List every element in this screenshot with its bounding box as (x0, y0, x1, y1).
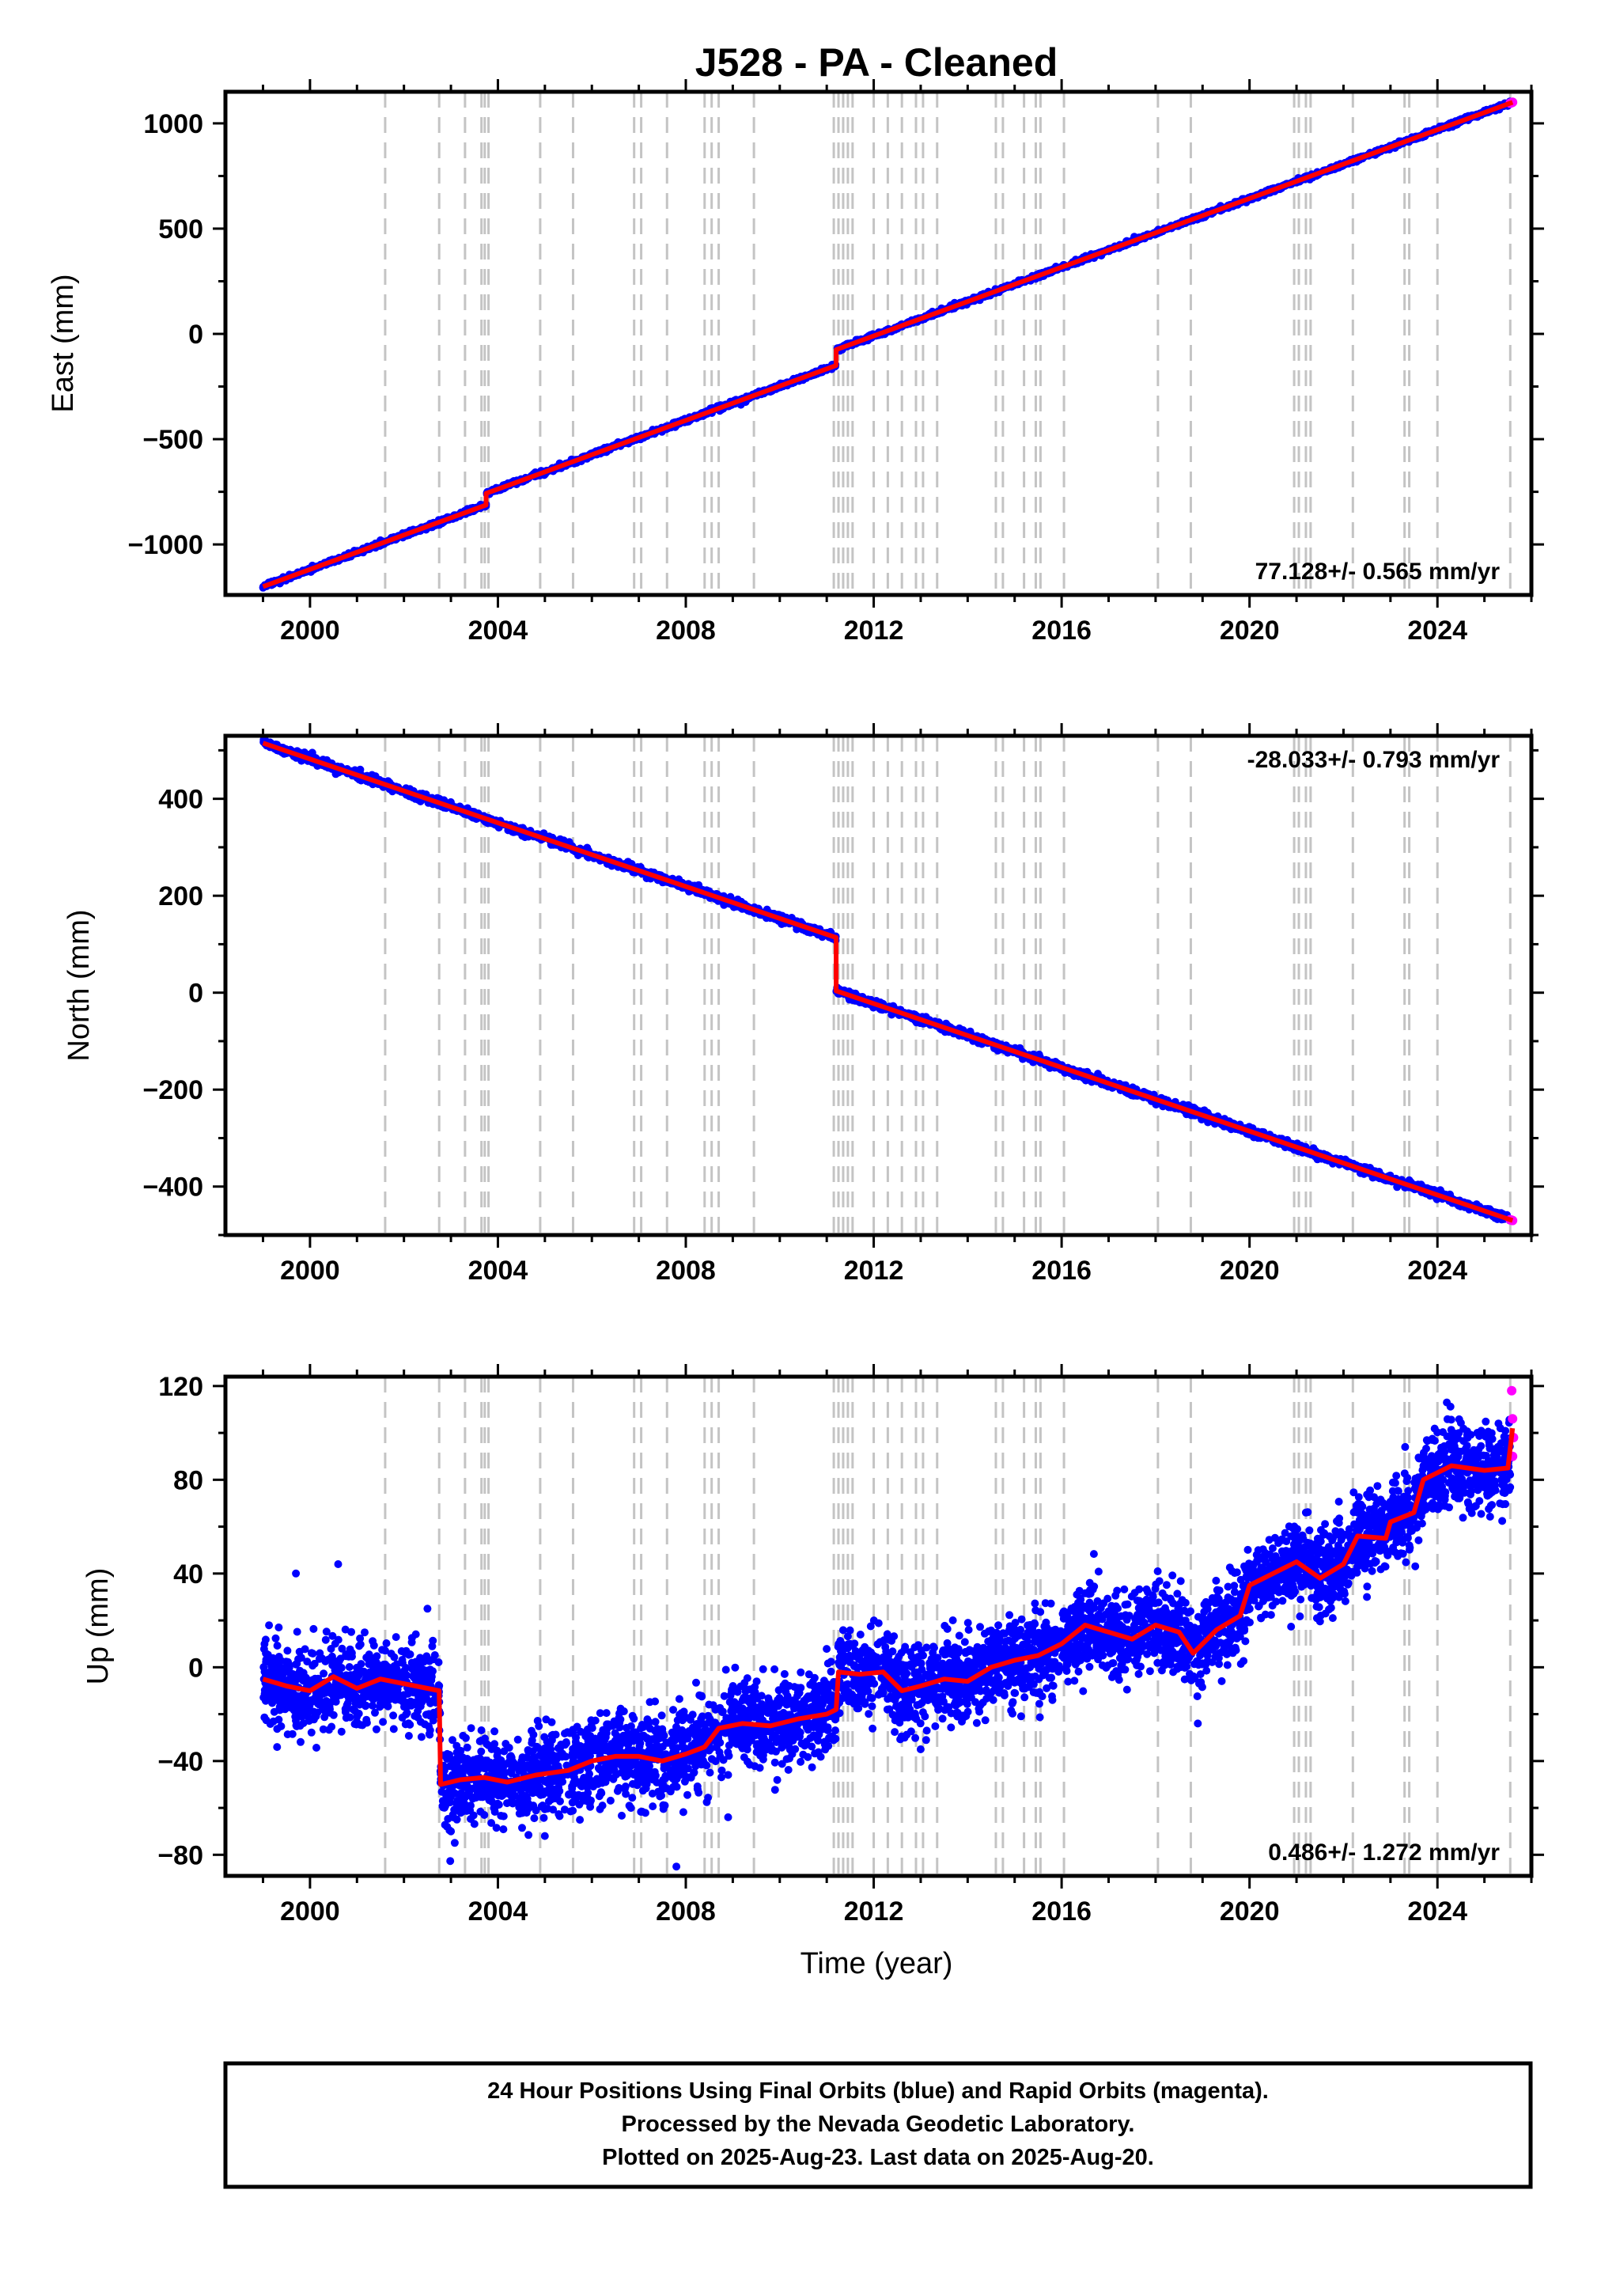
plot-frame (223, 1374, 1534, 1878)
x-tick-label: 2008 (656, 1896, 716, 1927)
x-tick-label: 2000 (280, 616, 340, 646)
event-lines (384, 92, 1512, 595)
model-line (262, 741, 1514, 1223)
footer-line-1: 24 Hour Positions Using Final Orbits (bl… (487, 2078, 1269, 2104)
y-tick-label: 0 (188, 1653, 203, 1683)
north-panel: 2000 2004 2008 2012 2016 2020 2024 −400 −200 0 200… (62, 723, 1544, 1286)
footer-box: 24 Hour Positions Using Final Orbits (bl… (223, 2061, 1533, 2189)
y-tick-label: 1000 (143, 109, 203, 139)
event-lines (384, 1377, 1512, 1876)
final-orbit-markers (259, 97, 1514, 592)
x-tick-label: 2012 (844, 1896, 904, 1927)
x-tick-label: 2004 (468, 1256, 528, 1286)
y-tick-label: −400 (142, 1173, 203, 1203)
plot-frame (223, 733, 1534, 1237)
y-tick-label: −1000 (128, 530, 204, 560)
x-tick-label: 2012 (844, 616, 904, 646)
y-tick-label: 0 (188, 320, 203, 350)
y-tick-label: 120 (158, 1372, 203, 1402)
y-axis-label: East (mm) (47, 274, 80, 412)
x-tick-label: 2020 (1220, 1896, 1280, 1927)
rate-label: -28.033+/- 0.793 mm/yr (1247, 747, 1501, 773)
y-tick-label: 40 (173, 1559, 203, 1589)
footer-border (223, 2061, 1533, 2189)
rapid-orbit-markers (1507, 1385, 1519, 1461)
y-axis: −80 −40 0 40 80 120 (157, 1372, 1544, 1870)
x-tick-label: 2020 (1220, 616, 1280, 646)
y-axis: −1000 −500 0 500 1000 (128, 109, 1544, 560)
x-tick-label: 2024 (1407, 616, 1467, 646)
y-tick-label: −40 (157, 1747, 203, 1777)
chart-title: J528 - PA - Cleaned (695, 40, 1058, 85)
x-tick-label: 2016 (1031, 616, 1092, 646)
x-tick-label: 2016 (1031, 1256, 1092, 1286)
final-orbit-points (259, 97, 1514, 592)
up-panel: 2000 2004 2008 2012 2016 2020 2024 −80 −40 0 40 80 1… (81, 1364, 1544, 1927)
x-tick-label: 2024 (1407, 1256, 1467, 1286)
y-tick-label: 80 (173, 1465, 203, 1495)
east-panel: 2000 2004 2008 2012 2016 2020 2024 −1000 −500 0 50… (47, 79, 1544, 646)
x-tick-label: 2008 (656, 1256, 716, 1286)
footer-line-2: Processed by the Nevada Geodetic Laborat… (622, 2112, 1135, 2137)
y-axis-label: North (mm) (62, 909, 96, 1061)
y-axis-label: Up (mm) (81, 1568, 115, 1685)
y-tick-label: −80 (157, 1840, 203, 1870)
x-tick-label: 2012 (844, 1256, 904, 1286)
x-tick-label: 2024 (1407, 1896, 1467, 1927)
rate-label: 0.486+/- 1.272 mm/yr (1268, 1839, 1500, 1866)
x-axis: 2000 2004 2008 2012 2016 2020 2024 (262, 723, 1533, 1286)
y-tick-label: 200 (158, 881, 203, 911)
x-tick-label: 2020 (1220, 1256, 1280, 1286)
rate-label: 77.128+/- 0.565 mm/yr (1255, 559, 1501, 585)
y-tick-label: −200 (142, 1075, 203, 1105)
x-tick-label: 2000 (280, 1896, 340, 1927)
x-tick-label: 2008 (656, 616, 716, 646)
footer-line-3: Plotted on 2025-Aug-23. Last data on 202… (602, 2145, 1154, 2170)
x-tick-label: 2004 (468, 1896, 528, 1927)
y-tick-label: 400 (158, 785, 203, 815)
y-axis: −400 −200 0 200 400 (142, 748, 1544, 1237)
final-orbit-points (259, 1398, 1515, 1871)
x-axis: 2000 2004 2008 2012 2016 2020 2024 (262, 1364, 1533, 1927)
y-tick-label: 500 (158, 214, 203, 244)
model-line (262, 1427, 1516, 1787)
model-line (262, 100, 1514, 589)
y-tick-label: 0 (188, 979, 203, 1009)
x-tick-label: 2016 (1031, 1896, 1092, 1927)
y-tick-label: −500 (142, 425, 203, 455)
final-orbit-markers (259, 1398, 1515, 1871)
x-tick-label: 2000 (280, 1256, 340, 1286)
plot-frame (223, 89, 1534, 597)
x-tick-label: 2004 (468, 616, 528, 646)
x-axis-label: Time (year) (800, 1947, 953, 1980)
x-axis: 2000 2004 2008 2012 2016 2020 2024 (262, 79, 1533, 646)
